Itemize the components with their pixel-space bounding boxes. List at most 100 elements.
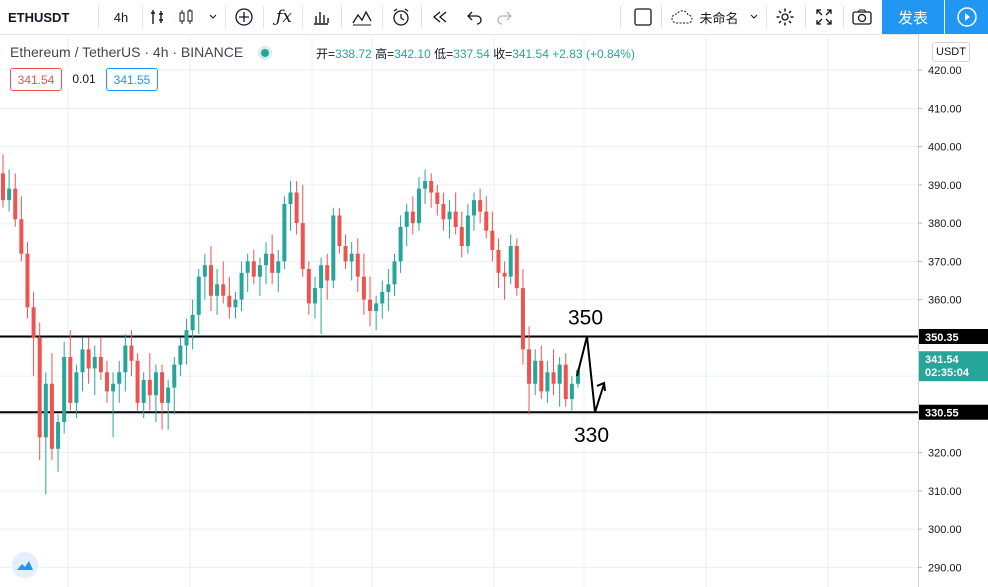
candle-body	[62, 356, 67, 422]
candle	[563, 353, 568, 407]
candle	[257, 257, 262, 296]
price-tick-label: 360.00	[928, 295, 962, 307]
interval-button[interactable]: 4h	[113, 9, 129, 25]
toolbar-divider	[341, 6, 342, 28]
candle	[123, 334, 128, 392]
candle	[141, 372, 146, 419]
candlestick-series	[1, 154, 580, 495]
toolbar-divider	[225, 6, 226, 28]
candle-body	[361, 276, 366, 300]
candle-body	[392, 261, 397, 285]
currency-label[interactable]: USDT	[932, 42, 970, 62]
candle	[361, 253, 366, 315]
candle	[92, 345, 97, 396]
layout-menu-chevron-icon[interactable]	[746, 0, 762, 34]
candle-body	[416, 188, 421, 224]
candle	[368, 276, 373, 327]
toolbar-divider	[302, 6, 303, 28]
candle-body	[1, 173, 5, 201]
spread-value: 0.01	[66, 68, 102, 89]
candle	[423, 169, 428, 204]
candle	[502, 261, 507, 300]
close-value: 341.54	[512, 47, 549, 61]
candle	[56, 414, 61, 472]
candle	[178, 337, 183, 377]
last-price-label-bg	[919, 351, 988, 382]
candle	[251, 249, 256, 285]
candle	[37, 322, 42, 461]
candle	[410, 196, 415, 235]
candle	[104, 360, 109, 403]
level-low-price-label-bg	[919, 404, 988, 420]
candle	[288, 181, 293, 231]
price-axis-background	[918, 34, 988, 587]
replay-icon[interactable]	[426, 0, 454, 34]
toolbar-divider	[620, 6, 621, 28]
candle-body	[251, 261, 256, 277]
toolbar-divider	[805, 6, 806, 28]
candle-body	[227, 295, 232, 308]
symbol-search-button[interactable]: ETHUSDT	[8, 9, 70, 25]
fx-icon[interactable]: ƒx	[276, 7, 292, 27]
candle	[233, 291, 238, 319]
compare-icon[interactable]	[146, 0, 170, 34]
candle-body	[508, 246, 513, 277]
alert-clock-icon[interactable]	[387, 0, 415, 34]
tradingview-logo-icon[interactable]	[12, 552, 38, 578]
candle	[160, 364, 165, 430]
candle	[245, 253, 250, 292]
candle-body	[7, 188, 12, 201]
add-indicator-icon[interactable]	[230, 0, 258, 34]
candle	[196, 269, 201, 335]
gear-icon[interactable]	[771, 0, 799, 34]
buy-price-button[interactable]: 341.55	[106, 68, 158, 91]
candle-body	[104, 372, 109, 392]
redo-icon[interactable]	[492, 0, 516, 34]
candle-body	[453, 211, 458, 227]
candle-body	[410, 211, 415, 224]
expand-icon[interactable]	[810, 0, 838, 34]
candle	[227, 276, 232, 319]
candle	[147, 353, 152, 411]
toolbar-divider	[382, 6, 383, 28]
candle	[62, 341, 67, 434]
candle-body	[160, 372, 165, 403]
price-tick-label: 410.00	[928, 103, 962, 115]
line-tool-icon[interactable]	[348, 0, 376, 34]
level-high-price-label-text: 350.35	[925, 332, 959, 344]
top-toolbar: ETHUSDT 4h ƒx 未命名	[0, 0, 988, 35]
toolbar-divider	[421, 6, 422, 28]
camera-icon[interactable]	[848, 0, 876, 34]
candle-body	[514, 246, 519, 289]
candle	[429, 173, 434, 208]
cloud-icon	[668, 0, 696, 34]
candle-body	[56, 422, 61, 449]
play-icon[interactable]	[945, 0, 988, 34]
candle	[569, 376, 574, 411]
candle	[539, 345, 544, 400]
candle-body	[202, 265, 207, 277]
sell-price-button[interactable]: 341.54	[10, 68, 62, 91]
price-tick-label: 310.00	[928, 486, 962, 498]
price-tick-label: 420.00	[928, 65, 962, 77]
candle	[496, 238, 501, 289]
bar-chart-icon[interactable]	[307, 0, 335, 34]
chevron-down-icon[interactable]	[203, 0, 223, 34]
candle-body	[86, 349, 91, 369]
candle-body	[117, 372, 122, 384]
candle	[453, 192, 458, 235]
candle	[447, 200, 452, 239]
candle	[484, 196, 489, 239]
layout-square-icon[interactable]	[628, 0, 658, 34]
candle-body	[429, 181, 434, 193]
undo-icon[interactable]	[463, 0, 487, 34]
candle-body	[221, 284, 226, 296]
layout-name-button[interactable]: 未命名	[699, 10, 739, 26]
candle	[557, 356, 562, 407]
candle-body	[496, 249, 501, 273]
publish-button[interactable]: 发表	[882, 0, 944, 34]
symbol-legend: Ethereum / TetherUS · 4h · BINANCE	[10, 44, 270, 60]
candle	[472, 192, 477, 231]
candles-icon[interactable]	[175, 0, 197, 34]
